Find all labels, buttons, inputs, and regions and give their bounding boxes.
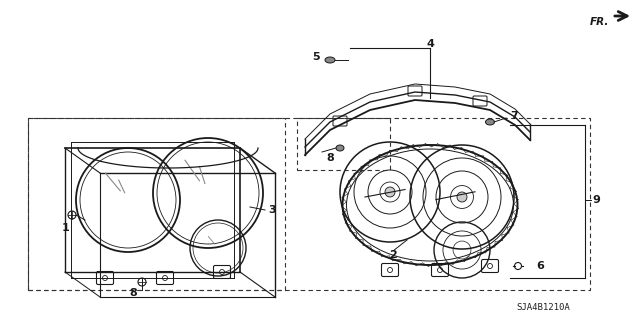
Text: 3: 3 <box>268 205 276 215</box>
Text: FR.: FR. <box>589 17 609 27</box>
Text: 8: 8 <box>129 288 137 298</box>
Text: 5: 5 <box>312 52 320 62</box>
Text: 1: 1 <box>62 223 70 233</box>
Text: 7: 7 <box>510 111 518 121</box>
Text: 8: 8 <box>326 153 334 163</box>
Text: 4: 4 <box>426 39 434 49</box>
Text: 2: 2 <box>389 250 397 260</box>
Ellipse shape <box>336 145 344 151</box>
Text: 9: 9 <box>592 195 600 205</box>
Text: 6: 6 <box>536 261 544 271</box>
Circle shape <box>385 187 395 197</box>
Ellipse shape <box>325 57 335 63</box>
Ellipse shape <box>486 119 495 125</box>
Text: SJA4B1210A: SJA4B1210A <box>516 303 570 313</box>
Circle shape <box>457 192 467 202</box>
